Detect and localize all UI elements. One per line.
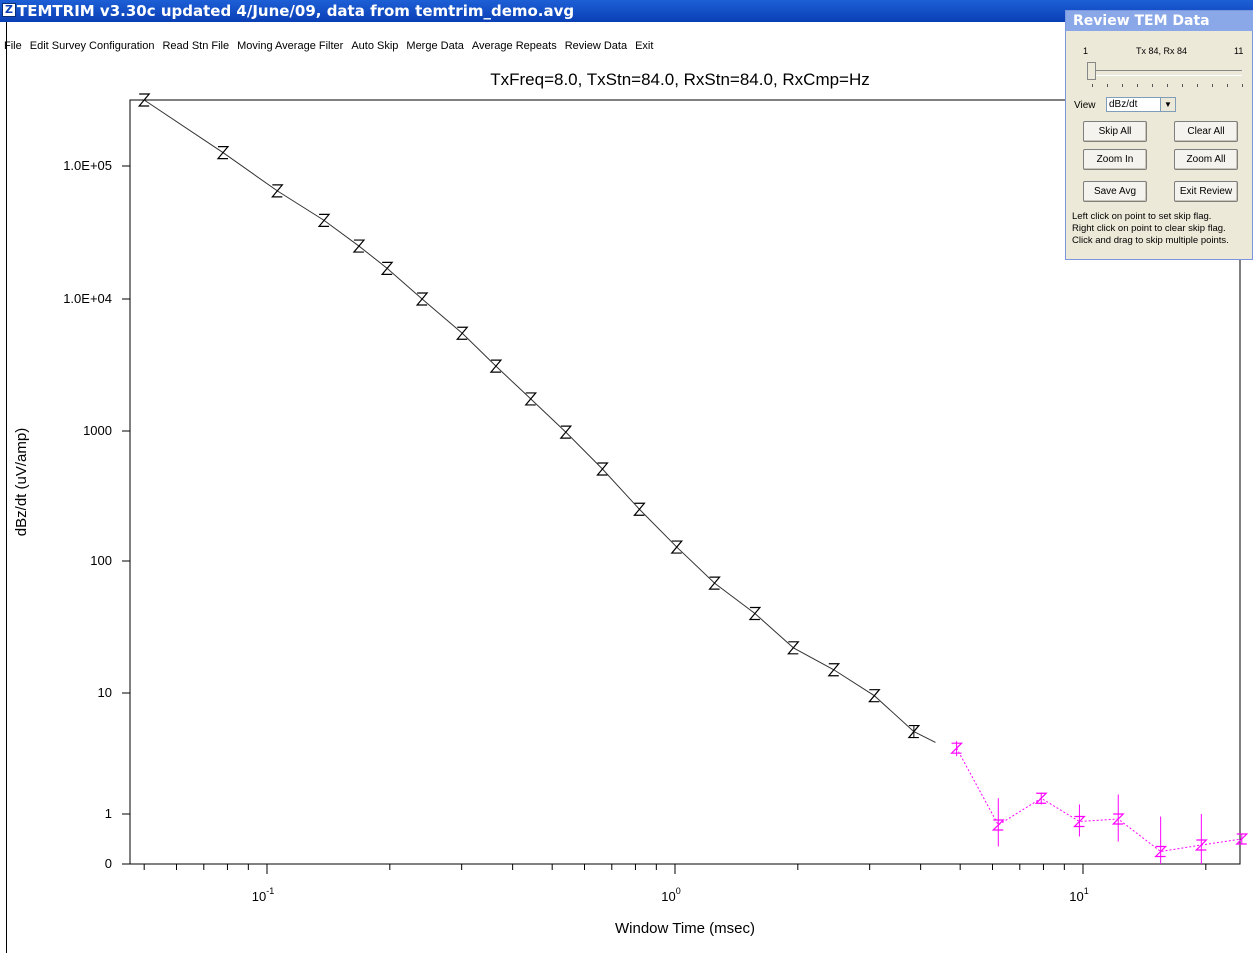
clear-all-button[interactable]: Clear All: [1174, 121, 1238, 142]
data-point-marker[interactable]: [216, 145, 230, 160]
slider-tick: [1197, 84, 1198, 87]
skipped-point-marker[interactable]: [1111, 813, 1125, 825]
view-label: View: [1074, 100, 1096, 111]
x-tick-label: 101: [1069, 886, 1088, 904]
window-left-border: [6, 22, 7, 953]
slider-tick: [1092, 84, 1093, 87]
y-tick-label: 10: [98, 685, 112, 700]
data-point-marker[interactable]: [633, 502, 646, 516]
help-text: Left click on point to set skip flag. Ri…: [1072, 211, 1229, 247]
series-connector: [913, 731, 936, 743]
data-point-marker[interactable]: [559, 425, 573, 439]
menu-edit-survey-configuration[interactable]: Edit Survey Configuration: [29, 40, 155, 52]
help-line: Right click on point to clear skip flag.: [1072, 223, 1226, 234]
exit-review-button[interactable]: Exit Review: [1174, 181, 1238, 202]
x-tick-label: 100: [661, 886, 680, 904]
x-tick-label: 10-1: [252, 886, 274, 904]
skipped-point-marker[interactable]: [1194, 839, 1208, 851]
data-point-marker[interactable]: [271, 184, 284, 198]
y-tick-label: 100: [90, 553, 112, 568]
y-tick-label: 0: [105, 856, 112, 871]
y-tick-label: 1.0E+05: [63, 158, 112, 173]
y-tick-label: 1: [105, 806, 112, 821]
menu-read-stn-file[interactable]: Read Stn File: [162, 40, 230, 52]
menu-exit[interactable]: Exit: [635, 40, 654, 52]
skipped-point-marker[interactable]: [1154, 845, 1168, 858]
save-avg-button[interactable]: Save Avg: [1083, 181, 1147, 202]
data-point-marker[interactable]: [317, 213, 331, 227]
app-logo-icon[interactable]: Z: [2, 3, 16, 17]
view-select-value: dBz/dt: [1109, 99, 1138, 110]
menu-merge-data[interactable]: Merge Data: [406, 40, 464, 52]
view-select[interactable]: dBz/dt ▼: [1106, 97, 1176, 112]
data-point-marker[interactable]: [708, 576, 721, 590]
data-point-marker[interactable]: [137, 93, 151, 107]
data-point-marker[interactable]: [524, 392, 538, 406]
review-panel-titlebar[interactable]: Review TEM Data: [1066, 11, 1253, 31]
station-slider-track[interactable]: [1092, 70, 1242, 76]
slider-tick: [1122, 84, 1123, 87]
slider-tick: [1242, 84, 1243, 87]
slider-tick: [1227, 84, 1228, 87]
station-slider-thumb[interactable]: [1087, 62, 1096, 80]
slider-position-label: Tx 84, Rx 84: [1136, 46, 1188, 56]
menu-auto-skip[interactable]: Auto Skip: [351, 40, 399, 52]
review-panel-title: Review TEM Data: [1073, 13, 1210, 29]
chevron-down-icon[interactable]: ▼: [1160, 98, 1175, 111]
menu-file[interactable]: File: [4, 40, 22, 52]
zoom-all-button[interactable]: Zoom All: [1174, 149, 1238, 170]
data-point-marker[interactable]: [455, 326, 469, 340]
data-point-marker[interactable]: [787, 641, 800, 655]
slider-tick: [1137, 84, 1138, 87]
help-line: Click and drag to skip multiple points.: [1072, 235, 1229, 246]
help-line: Left click on point to set skip flag.: [1072, 211, 1212, 222]
data-point-marker[interactable]: [415, 292, 429, 306]
zoom-in-button[interactable]: Zoom In: [1083, 149, 1147, 170]
skipped-point-marker[interactable]: [991, 819, 1005, 831]
series-line-black: [143, 99, 915, 732]
chart-title: TxFreq=8.0, TxStn=84.0, RxStn=84.0, RxCm…: [490, 70, 870, 89]
slider-min-label: 1: [1083, 46, 1089, 56]
skipped-point-marker[interactable]: [950, 742, 964, 754]
plot-frame: [129, 99, 1241, 865]
chart-series[interactable]: [137, 93, 1249, 864]
y-axis-label: dBz/dt (uV/amp): [13, 428, 30, 536]
data-point-marker[interactable]: [748, 606, 762, 621]
y-tick-label: 1.0E+04: [63, 291, 112, 306]
menu-average-repeats[interactable]: Average Repeats: [471, 40, 557, 52]
skip-all-button[interactable]: Skip All: [1083, 121, 1147, 142]
data-point-marker[interactable]: [596, 462, 609, 476]
data-point-marker[interactable]: [827, 663, 841, 677]
data-point-marker[interactable]: [670, 540, 684, 554]
x-axis-ticks: 10-1 100 101: [143, 864, 1207, 904]
slider-tick: [1212, 84, 1213, 87]
data-point-marker[interactable]: [868, 689, 881, 703]
data-point-marker[interactable]: [489, 359, 503, 373]
data-point-marker[interactable]: [380, 261, 394, 275]
series-line-magenta: [956, 747, 1242, 853]
slider-tick: [1167, 84, 1168, 87]
review-tem-data-panel: Review TEM Data 1 Tx 84, Rx 84 11 View d…: [1065, 10, 1253, 260]
title-bar: Z TEMTRIM v3.30c updated 4/June/09, data…: [0, 0, 1253, 22]
menu-bar: File Edit Survey Configuration Read Stn Fi…: [0, 36, 657, 53]
window-title: TEMTRIM v3.30c updated 4/June/09, data f…: [17, 2, 575, 20]
slider-tick: [1152, 84, 1153, 87]
data-point-marker[interactable]: [352, 239, 366, 253]
skipped-point-marker[interactable]: [1072, 815, 1086, 828]
chart-axes: [129, 99, 1241, 865]
slider-tick: [1182, 84, 1183, 87]
skipped-point-marker[interactable]: [1235, 833, 1249, 845]
slider-tick: [1107, 84, 1108, 87]
slider-max-label: 11: [1234, 46, 1244, 56]
x-axis-label: Window Time (msec): [615, 920, 755, 937]
menu-review-data[interactable]: Review Data: [564, 40, 628, 52]
skipped-point-marker[interactable]: [1034, 792, 1048, 804]
menu-moving-average-filter[interactable]: Moving Average Filter: [237, 40, 344, 52]
y-tick-label: 1000: [83, 423, 112, 438]
